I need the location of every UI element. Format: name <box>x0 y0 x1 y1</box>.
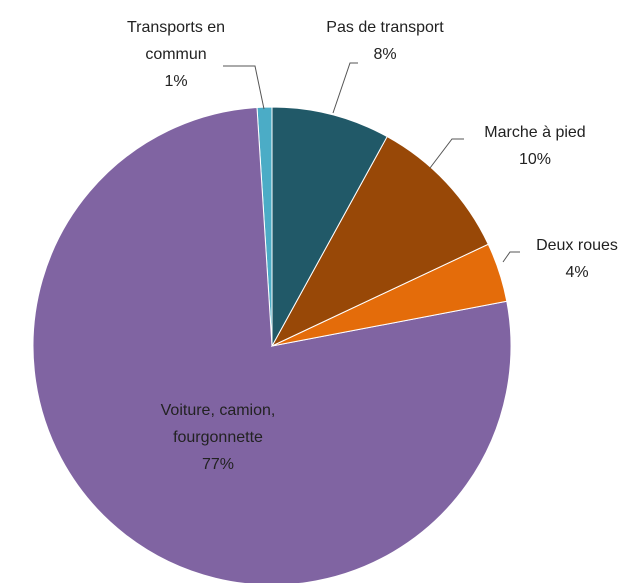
slice-label: Voiture, camion, fourgonnette 77% <box>123 397 313 478</box>
category-label: Transports en commun <box>126 19 226 63</box>
slice-label: Transports en commun 1% <box>106 14 246 95</box>
category-label: Voiture, camion, fourgonnette <box>160 402 276 446</box>
value-label: 77% <box>201 456 235 473</box>
value-label: 10% <box>518 151 552 168</box>
value-label: 1% <box>164 73 188 90</box>
pie-slice <box>32 106 512 583</box>
slice-label: Marche à pied 10% <box>460 119 610 173</box>
leader-line <box>332 62 358 114</box>
category-label: Deux roues <box>536 237 618 254</box>
value-label: 4% <box>565 264 589 281</box>
slice-label: Pas de transport 8% <box>285 14 485 68</box>
slice-label: Deux roues 4% <box>517 232 633 286</box>
pie-slice <box>270 135 489 348</box>
leader-line <box>429 138 464 169</box>
category-label: Marche à pied <box>484 124 586 141</box>
leader-line <box>223 65 265 110</box>
category-label: Pas de transport <box>326 19 444 36</box>
value-label: 8% <box>373 46 397 63</box>
pie-slice <box>271 106 388 347</box>
leader-line <box>502 251 520 263</box>
